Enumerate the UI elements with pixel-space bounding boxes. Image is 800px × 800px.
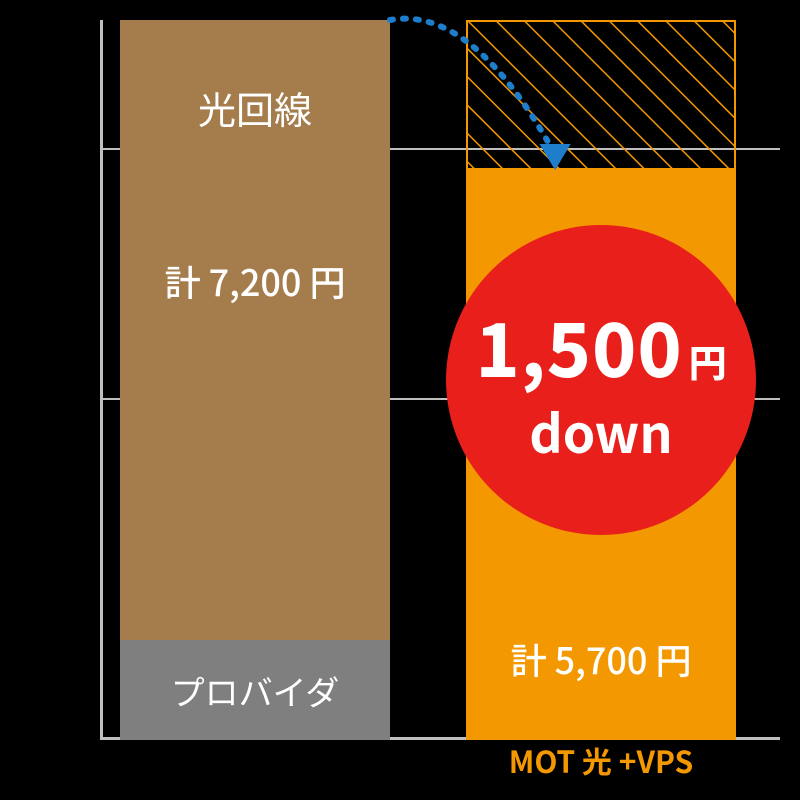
callout-unit: 円	[689, 333, 727, 388]
callout-amount-number: 1,500	[475, 292, 682, 399]
savings-callout: 1,500円down	[446, 225, 756, 535]
callout-down-text: down	[529, 393, 673, 468]
callout-amount: 1,500円	[475, 292, 726, 399]
x-axis-label-mot: MOT 光 +VPS	[509, 738, 693, 782]
